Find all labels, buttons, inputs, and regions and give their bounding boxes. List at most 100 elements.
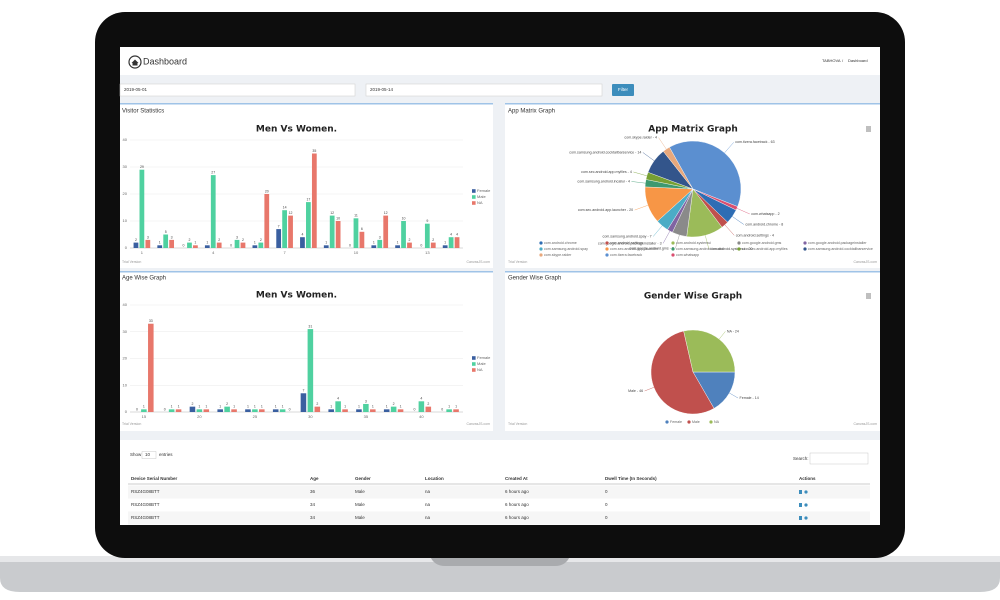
legend-label[interactable]: Female [670,420,682,424]
filter-button[interactable] [612,84,634,96]
length-select[interactable] [141,451,157,459]
table-panel [120,440,880,525]
column-header[interactable]: Age [310,476,319,481]
slice-label: com.samsung.android.incallui - 4 [577,179,630,183]
y-tick-label: 20 [123,191,128,196]
legend-label[interactable]: com.whatsapp [676,253,699,257]
y-tick-label: 30 [123,164,128,169]
action-icon[interactable] [799,516,802,520]
breadcrumb-sep: / [842,58,844,63]
legend-label[interactable]: Male [692,420,700,424]
legend-label[interactable]: com.samsung.android.cocktailbarservice [808,247,873,251]
slice-label: com.skype.raider - 4 [624,135,657,139]
date-input[interactable] [365,83,603,97]
legend-label[interactable]: com.sec.android.app.launcher [610,247,659,251]
chart-menu[interactable] [866,293,871,299]
column-header[interactable]: Location [425,476,444,481]
leader-line [675,234,680,249]
legend-label[interactable]: com.android.systemui [676,241,711,245]
bar [430,242,436,248]
action-icon[interactable] [804,503,808,507]
bar [252,245,258,248]
action-icon[interactable] [799,490,802,494]
bar [335,221,341,248]
leader-line [724,142,734,153]
action-icon[interactable] [804,490,808,494]
legend-label[interactable]: com.samsung.android.incallui [676,247,724,251]
home-icon[interactable] [128,55,142,69]
bar [425,406,432,412]
legend-label[interactable]: com.android.settings [610,241,643,245]
y-tick-label: 0 [125,409,128,414]
column-header[interactable]: Dwell Time (In Seconds) [605,476,657,481]
bar [288,215,293,248]
x-tick-label: 10 [354,250,359,255]
x-tick-label: 30 [308,414,313,419]
data-label: 1 [325,241,327,245]
leader-line [705,235,710,249]
y-tick-label: 10 [123,218,128,223]
legend-label[interactable]: com.google.android.packageinstaller [808,241,867,245]
y-tick-label: 0 [125,245,128,250]
bar [383,215,389,248]
data-label: 4 [301,233,303,237]
legend-label[interactable]: NA [714,420,720,424]
legend-label[interactable]: com.samsung.android.spay [544,247,588,251]
legend-swatch [539,247,543,251]
laptop-notch [430,556,570,566]
leader-line [662,230,671,244]
breadcrumb: Dashboard [848,58,868,63]
legend-label[interactable]: com.android.chrome [544,241,577,245]
data-label: 1 [205,405,207,409]
data-label: 1 [373,241,375,245]
bar [448,237,454,248]
search-input[interactable] [809,452,869,465]
data-label: 12 [384,211,388,215]
legend-label[interactable]: Male [477,361,486,366]
panel-border [505,103,880,105]
data-label: 1 [254,241,256,245]
column-header[interactable]: Actions [799,476,816,481]
date-input[interactable] [119,83,356,97]
legend-label[interactable]: Male [477,194,486,199]
legend-label[interactable]: com.skype.raider [544,253,572,257]
breadcrumb[interactable]: TABHOVA [822,58,841,63]
legend-label[interactable]: com.tizera.facetrack [610,253,642,257]
data-label: 10 [402,216,406,220]
leader-line [719,331,726,340]
bar [169,239,175,248]
legend-label[interactable]: com.google.android.gms [742,241,782,245]
data-label: 1 [282,405,284,409]
legend-label[interactable]: NA [477,200,483,205]
leader-line [634,205,648,211]
x-tick-label: 13 [425,250,430,255]
action-icon[interactable] [799,503,802,507]
chart-menu[interactable] [866,126,871,132]
legend-label[interactable]: Female [477,188,491,193]
bar [240,242,246,248]
column-header[interactable]: Gender [355,476,371,481]
data-label: 2 [393,402,395,406]
bar [353,218,359,248]
y-tick-label: 30 [123,329,128,334]
bar [139,169,145,248]
slice-label: com.tizera.facetrack - 63 [735,140,774,144]
column-header[interactable]: Device Serial Number [131,476,178,481]
table-cell: 0 [605,502,608,507]
data-label: 1 [261,405,263,409]
data-label: 3 [365,399,367,403]
slice-label: com.samsung.android.spay - 7 [603,234,652,238]
legend-label[interactable]: Female [477,355,491,360]
legend-label[interactable]: NA [477,367,483,372]
action-icon[interactable] [804,516,808,520]
date-value: 2019-05-01 [124,87,148,92]
panel-heading: App Matrix Graph [508,109,555,115]
legend-label[interactable]: com.sec.android.app.myfiles [742,247,788,251]
data-label: 1 [206,241,208,245]
column-header[interactable]: Created At [505,476,528,481]
panel-heading: Visitor Statistics [122,109,164,115]
slice-label: Female - 14 [740,396,759,400]
bar [133,242,139,248]
data-label: 0 [230,243,232,247]
y-tick-label: 40 [123,137,128,142]
